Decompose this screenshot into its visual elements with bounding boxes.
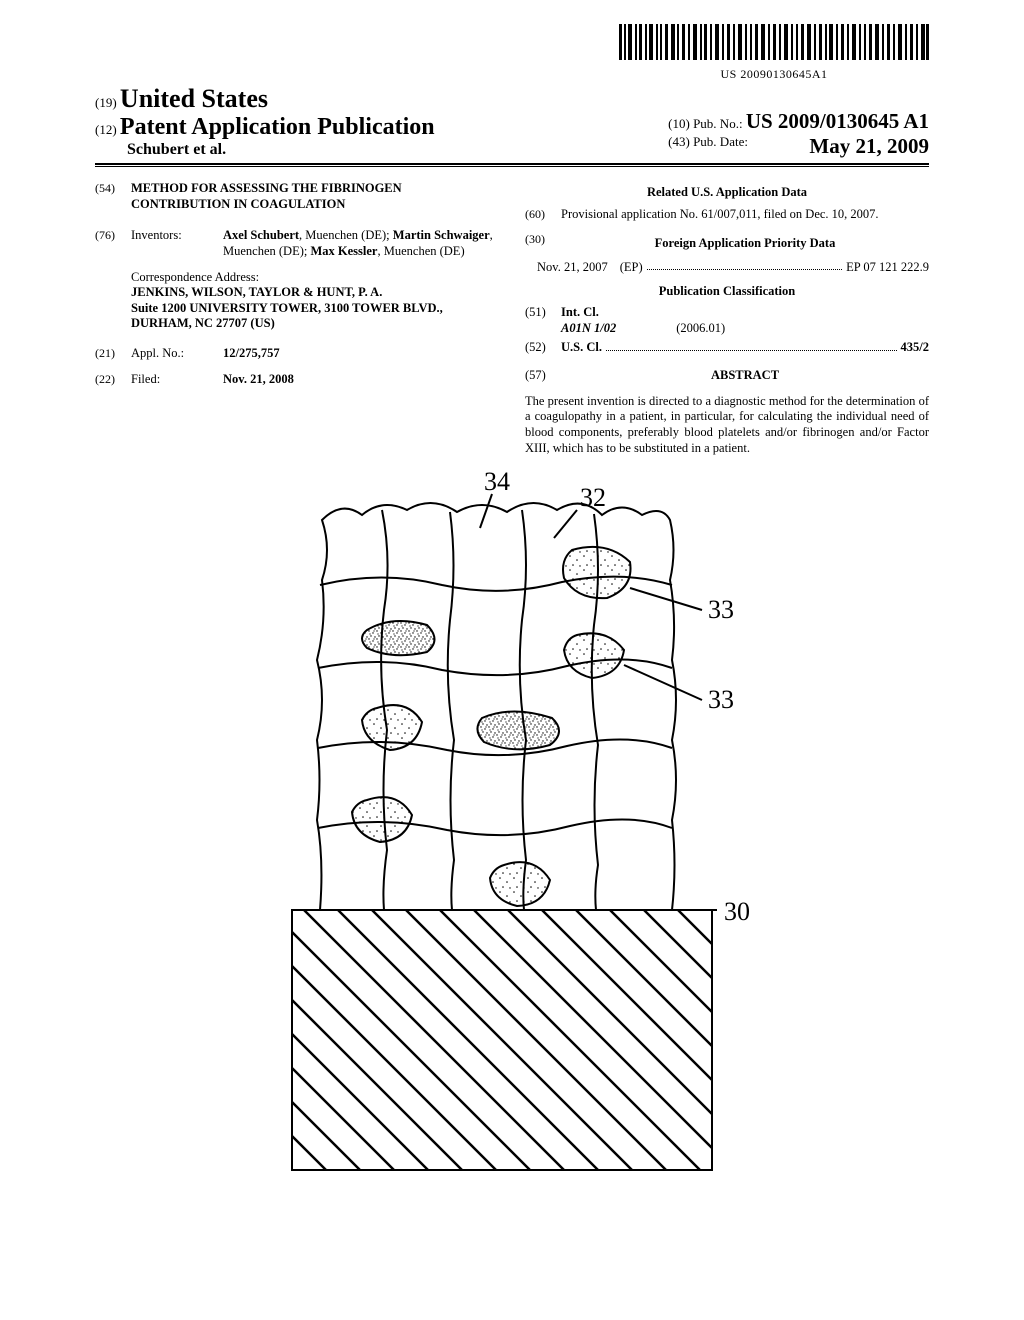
uscl-label: U.S. Cl. [561,340,602,356]
abstract-heading: ABSTRACT [561,368,929,384]
figure-label-32: 32 [580,483,606,512]
patent-figure: 34 32 33 33 30 [95,470,929,1190]
invention-title: METHOD FOR ASSESSING THE FIBRINOGEN CONT… [131,181,499,212]
code-30: (30) [525,232,561,258]
code-52: (52) [525,340,561,356]
header-rule [95,166,929,167]
code-19: (19) [95,95,117,110]
pubdate-label: Pub. Date: [693,134,748,149]
barcode-icon [619,24,929,60]
publication-number: US 2009/0130645 A1 [746,109,929,133]
priority-number: EP 07 121 222.9 [846,260,929,276]
code-12: (12) [95,122,117,137]
barcode-block: US 20090130645A1 [619,24,929,82]
abstract-text: The present invention is directed to a d… [525,394,929,457]
code-10: (10) [668,116,690,131]
figure-svg: 34 32 33 33 30 [232,470,792,1190]
inventors-value: Axel Schubert, Muenchen (DE); Martin Sch… [223,228,499,259]
figure-label-33a: 33 [708,595,734,624]
code-76: (76) [95,228,131,259]
code-51: (51) [525,305,561,321]
priority-date: Nov. 21, 2007 [537,260,608,276]
uscl-value: 435/2 [901,340,929,356]
right-column: Related U.S. Application Data (60) Provi… [525,181,929,456]
barcode-text: US 20090130645A1 [619,67,929,82]
applno-label: Appl. No.: [131,346,223,362]
code-22: (22) [95,372,131,388]
priority-country: (EP) [620,260,643,276]
correspondence-line2: Suite 1200 UNIVERSITY TOWER, 3100 TOWER … [131,301,499,317]
foreign-heading: Foreign Application Priority Data [561,236,929,252]
pubno-label: Pub. No.: [693,116,742,131]
code-57: (57) [525,368,561,384]
related-heading: Related U.S. Application Data [525,185,929,201]
intcl-class: A01N 1/02 [561,321,616,337]
publication-date: May 21, 2009 [809,134,929,159]
dotted-leader-2 [606,341,897,351]
code-60: (60) [525,207,561,223]
biblio-columns: (54) METHOD FOR ASSESSING THE FIBRINOGEN… [95,181,929,456]
correspondence-line3: DURHAM, NC 27707 (US) [131,316,499,332]
figure-label-33b: 33 [708,685,734,714]
figure-label-34: 34 [484,470,510,496]
correspondence-label: Correspondence Address: [131,270,499,286]
header: (19) United States (12) Patent Applicati… [95,84,929,165]
left-column: (54) METHOD FOR ASSESSING THE FIBRINOGEN… [95,181,499,456]
dotted-leader [647,260,842,270]
correspondence-line1: JENKINS, WILSON, TAYLOR & HUNT, P. A. [131,285,499,301]
country: United States [120,84,268,113]
code-43: (43) [668,134,690,149]
applno-value: 12/275,757 [223,346,499,362]
authors-line: Schubert et al. [95,141,435,159]
code-21: (21) [95,346,131,362]
figure-label-30: 30 [724,897,750,926]
provisional-text: Provisional application No. 61/007,011, … [561,207,929,223]
filed-value: Nov. 21, 2008 [223,372,499,388]
pubclass-heading: Publication Classification [525,284,929,300]
code-54: (54) [95,181,131,212]
publication-type: Patent Application Publication [120,114,435,140]
intcl-label: Int. Cl. [561,305,599,321]
intcl-version: (2006.01) [676,321,725,337]
inventors-label: Inventors: [131,228,223,259]
filed-label: Filed: [131,372,223,388]
